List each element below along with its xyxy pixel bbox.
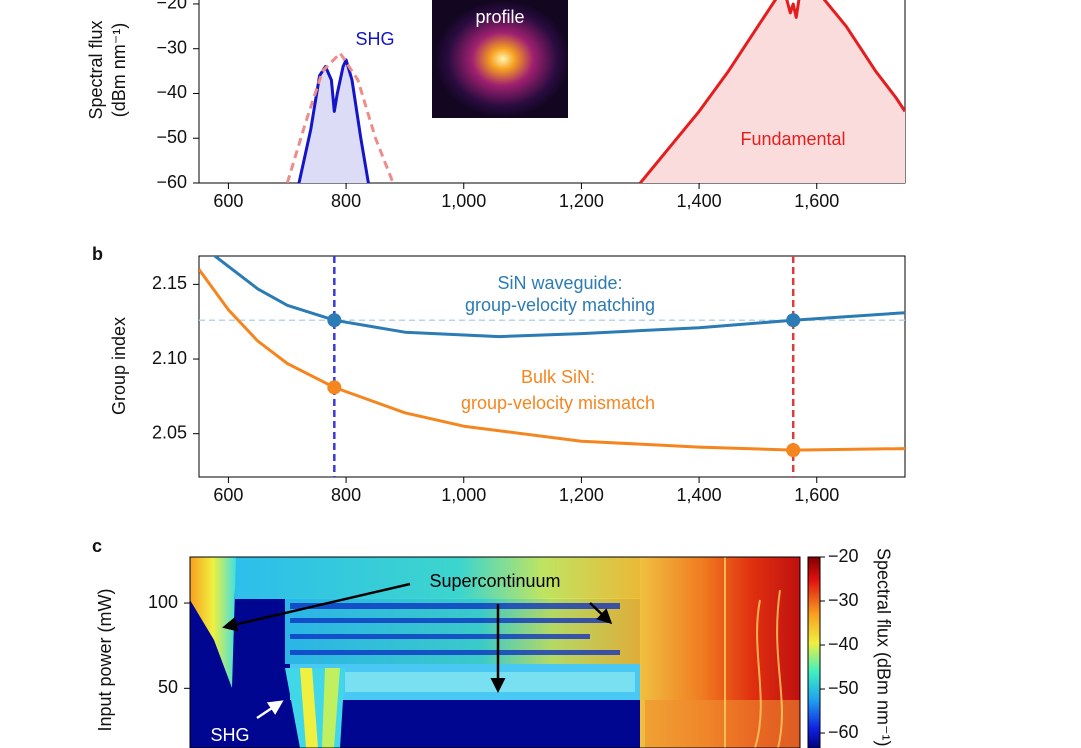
y-tick-label: −40 [156,82,187,102]
y-tick-label: 100 [148,592,178,612]
annotation: SHG [355,29,394,49]
inset-label: profile [475,7,524,27]
x-tick-label: 1,600 [794,485,839,505]
point [786,443,801,458]
annotation: group-velocity mismatch [461,393,655,413]
colorbar-tick-label: −40 [828,634,859,654]
y-tick-label: −20 [156,0,187,13]
line [297,58,370,183]
point [327,380,342,395]
heatmap-frame [189,556,801,748]
panel-label: b [92,244,103,264]
y-tick-label: 2.10 [152,348,187,368]
point [327,313,342,328]
mode-profile-inset [432,0,568,118]
colorbar [807,556,821,748]
x-tick-label: 1,400 [677,485,722,505]
line [212,256,905,339]
y-axis-label: (dBm nm⁻¹) [109,23,129,118]
plot-area [285,0,905,183]
x-tick-label: 1,600 [794,191,839,211]
annotation: Bulk SiN: [521,367,595,387]
arrows [222,582,613,720]
x-tick-label: 1,000 [441,191,486,211]
plot-area [199,256,905,477]
y-tick-label: 2.15 [152,273,187,293]
line [199,268,905,452]
y-tick-label: −50 [156,127,187,147]
y-tick-label: 2.05 [152,422,187,442]
x-tick-label: 800 [331,191,361,211]
area [299,59,369,183]
line [285,51,395,183]
x-tick-label: 1,200 [559,191,604,211]
panel-label: c [92,536,102,556]
annotation: SHG [210,725,249,745]
y-axis-label: Input power (mW) [95,588,115,731]
y-tick-label: 50 [158,677,178,697]
y-axis-label: Spectral flux [86,20,106,119]
x-tick-label: 1,000 [441,485,486,505]
colorbar-tick-label: −30 [828,590,859,610]
x-tick-label: 600 [213,485,243,505]
colorbar-tick-label: −50 [828,678,859,698]
plot-frame [198,255,906,478]
heatmap [190,557,800,748]
x-tick-label: 1,200 [559,485,604,505]
plot-frame [198,0,906,184]
colorbar-tick-label: −60 [828,722,859,742]
area [640,0,905,183]
annotation: group-velocity matching [465,295,655,315]
x-tick-label: 800 [331,485,361,505]
y-axis-label: Group index [109,317,129,415]
annotation: SiN waveguide: [497,273,622,293]
annotation: Supercontinuum [429,571,560,591]
colorbar-label: Spectral flux (dBm nm⁻¹) [873,548,893,747]
point [786,313,801,328]
annotation: Fundamental [740,129,845,149]
colorbar-tick-label: −20 [828,546,859,566]
y-tick-label: −60 [156,172,187,192]
x-tick-label: 600 [213,191,243,211]
y-tick-label: −30 [156,37,187,57]
line [639,0,905,183]
x-tick-label: 1,400 [677,191,722,211]
